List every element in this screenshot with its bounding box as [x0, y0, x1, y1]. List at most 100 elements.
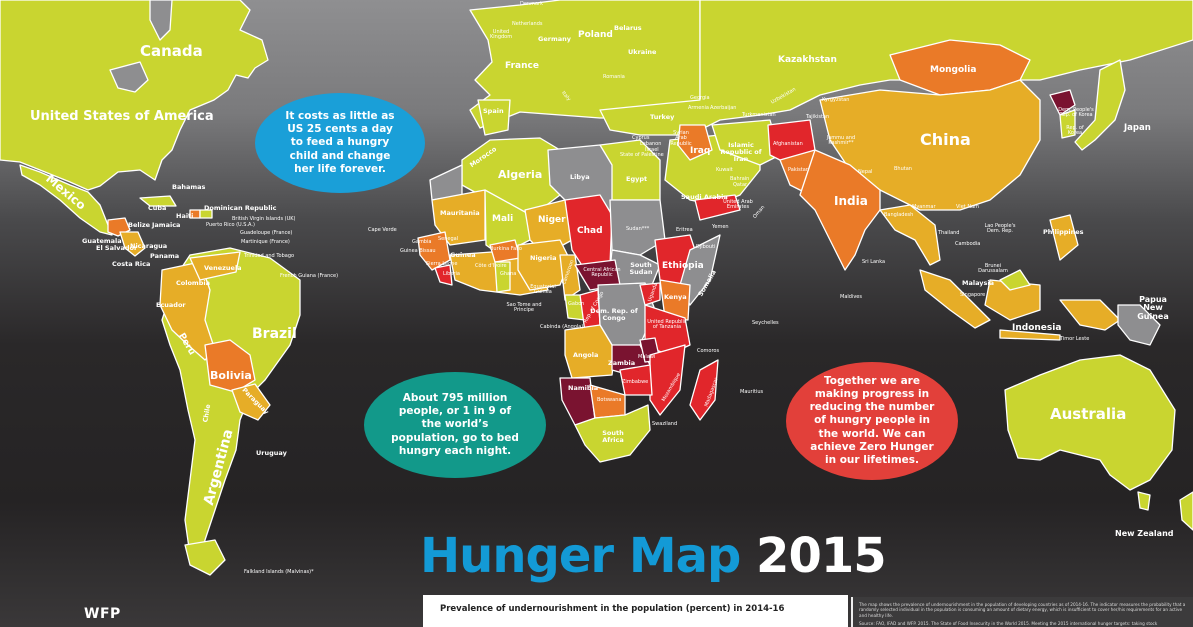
- label-kazakhstan: Kazakhstan: [778, 55, 837, 65]
- label-laos: Lao People's Dem. Rep.: [984, 223, 1016, 235]
- note-panel: The map shows the prevalence of undernou…: [851, 597, 1193, 627]
- label-libya: Libya: [570, 173, 590, 181]
- label-sao-tome: Sao Tome and Principe: [506, 302, 542, 314]
- label-turkmenistan: Turkmenistan: [742, 112, 776, 118]
- label-ghana: Ghana: [500, 271, 517, 277]
- label-netherlands: Netherlands: [512, 21, 543, 27]
- note-source: Source: FAO, IFAD and WFP. 2015. The Sta…: [859, 620, 1158, 626]
- label-kenya: Kenya: [664, 293, 687, 301]
- label-tanzania: United Republic of Tanzania: [647, 319, 687, 331]
- label-ethiopia: Ethiopia: [662, 261, 704, 271]
- label-india: India: [834, 194, 868, 208]
- label-spain: Spain: [483, 107, 504, 115]
- label-guinea-bissau: Guinea Bissau: [400, 248, 436, 254]
- label-azerbaijan: Azerbaijan: [710, 105, 737, 111]
- label-singapore: Singapore: [960, 292, 986, 298]
- label-bahamas: Bahamas: [172, 183, 206, 191]
- wfp-logo: WFP: [84, 606, 121, 622]
- label-malaysia: Malaysia: [962, 279, 994, 287]
- label-afghanistan: Afghanistan: [773, 141, 803, 147]
- label-belarus: Belarus: [614, 24, 642, 32]
- label-algeria: Algeria: [498, 168, 543, 181]
- label-sri-lanka: Sri Lanka: [862, 259, 886, 265]
- label-georgia: Georgia: [690, 95, 710, 101]
- bubble-progress-info: Together we are making progress in reduc…: [786, 362, 958, 480]
- label-palestine: State of Palestine: [620, 152, 664, 158]
- label-brunei: Brunei Darussalam: [978, 263, 1008, 275]
- map-title-main: Hunger Map: [420, 528, 741, 584]
- label-usa: United States of America: [30, 109, 214, 124]
- label-dominican-republic: Dominican Republic: [204, 204, 277, 212]
- label-angola: Angola: [573, 351, 599, 359]
- label-png: Papua New Guinea: [1137, 295, 1169, 321]
- label-qatar: Qatar: [733, 182, 748, 188]
- label-guadeloupe: Guadeloupe (France): [240, 230, 293, 236]
- label-namibia: Namibia: [568, 384, 599, 392]
- label-china: China: [920, 130, 971, 149]
- label-french-guiana: French Guiana (France): [280, 273, 339, 279]
- label-cuba: Cuba: [148, 204, 167, 212]
- bubble-cost-info: It costs as little as US 25 cents a day …: [255, 93, 425, 193]
- label-turkey: Turkey: [650, 113, 675, 121]
- label-eritrea: Eritrea: [676, 227, 693, 233]
- label-jamaica: Jamaica: [152, 221, 181, 229]
- label-zambia: Zambia: [608, 359, 636, 367]
- label-cape-verde: Cape Verde: [368, 227, 397, 233]
- label-japan: Japan: [1124, 123, 1151, 133]
- label-sierra-leone: Sierra Leone: [426, 261, 458, 267]
- label-cambodia: Cambodia: [955, 241, 981, 247]
- label-mauritius: Mauritius: [740, 389, 764, 395]
- label-dprk: Dem. People's Rep. of Korea: [1058, 107, 1094, 119]
- label-cyprus: Cyprus: [632, 135, 650, 141]
- label-uruguay: Uruguay: [256, 449, 287, 457]
- label-botswana: Botswana: [597, 397, 622, 403]
- label-uae: United Arab Emirates: [723, 199, 753, 211]
- label-israel: Israel: [645, 147, 659, 153]
- label-haiti: Haiti: [176, 212, 194, 220]
- label-kyrgyzstan: Kyrgyzstan: [822, 97, 850, 103]
- label-nicaragua: Nicaragua: [130, 242, 168, 250]
- label-uk: United Kingdom: [490, 29, 513, 41]
- label-romania: Romania: [603, 74, 625, 80]
- label-kuwait: Kuwait: [716, 167, 733, 173]
- map-title-year: 2015: [756, 528, 887, 584]
- label-iran: Islamic Republic of Iran: [720, 141, 762, 163]
- label-swaziland: Swaziland: [652, 421, 678, 427]
- label-france: France: [505, 61, 539, 71]
- label-costa-rica: Costa Rica: [112, 260, 151, 268]
- label-malawi: Malawi: [638, 354, 656, 360]
- label-guinea: Guinea: [450, 251, 476, 259]
- label-brazil: Brazil: [252, 326, 297, 342]
- label-senegal: Senegal: [438, 236, 459, 242]
- label-drc: Dem. Rep. of Congo: [590, 307, 638, 322]
- label-cote-divoire: Côte d'Ivoire: [475, 263, 507, 269]
- label-saudi-arabia: Saudi Arabia: [681, 193, 728, 201]
- label-trinidad: Trinidad and Tobago: [244, 253, 295, 259]
- label-korea: Rep. of Korea: [1066, 125, 1084, 137]
- label-south-africa: South Africa: [602, 429, 624, 444]
- bubble-cost-text: It costs as little as US 25 cents a day …: [285, 110, 395, 175]
- label-burkina-faso: Burkina Faso: [490, 246, 522, 252]
- label-guatemala: Guatemala: [82, 237, 122, 245]
- label-philippines: Philippines: [1043, 228, 1084, 236]
- label-zimbabwe: Zimbabwe: [622, 379, 649, 385]
- label-new-zealand: New Zealand: [1115, 529, 1174, 538]
- label-germany: Germany: [538, 35, 571, 43]
- label-niger: Niger: [538, 215, 566, 225]
- label-djibouti: Djibouti: [696, 244, 716, 250]
- label-yemen: Yemen: [712, 224, 729, 230]
- label-indonesia: Indonesia: [1012, 323, 1062, 333]
- label-gabon: Gabon: [568, 301, 585, 307]
- label-liberia: Liberia: [443, 271, 460, 277]
- label-sudan: Sudan***: [626, 226, 650, 232]
- label-jammu-kashmir: Jammu and Kashmir**: [826, 135, 856, 147]
- label-pakistan: Pakistan: [788, 167, 809, 173]
- label-martinique: Martinique (France): [241, 239, 290, 245]
- label-iraq: Iraq: [690, 146, 711, 156]
- label-colombia: Colombia: [176, 279, 210, 287]
- legend-title: Prevalence of undernourishment in the po…: [440, 604, 785, 614]
- label-maldives: Maldives: [840, 294, 862, 300]
- label-gambia: Gambia: [412, 239, 432, 245]
- label-mali: Mali: [492, 214, 514, 224]
